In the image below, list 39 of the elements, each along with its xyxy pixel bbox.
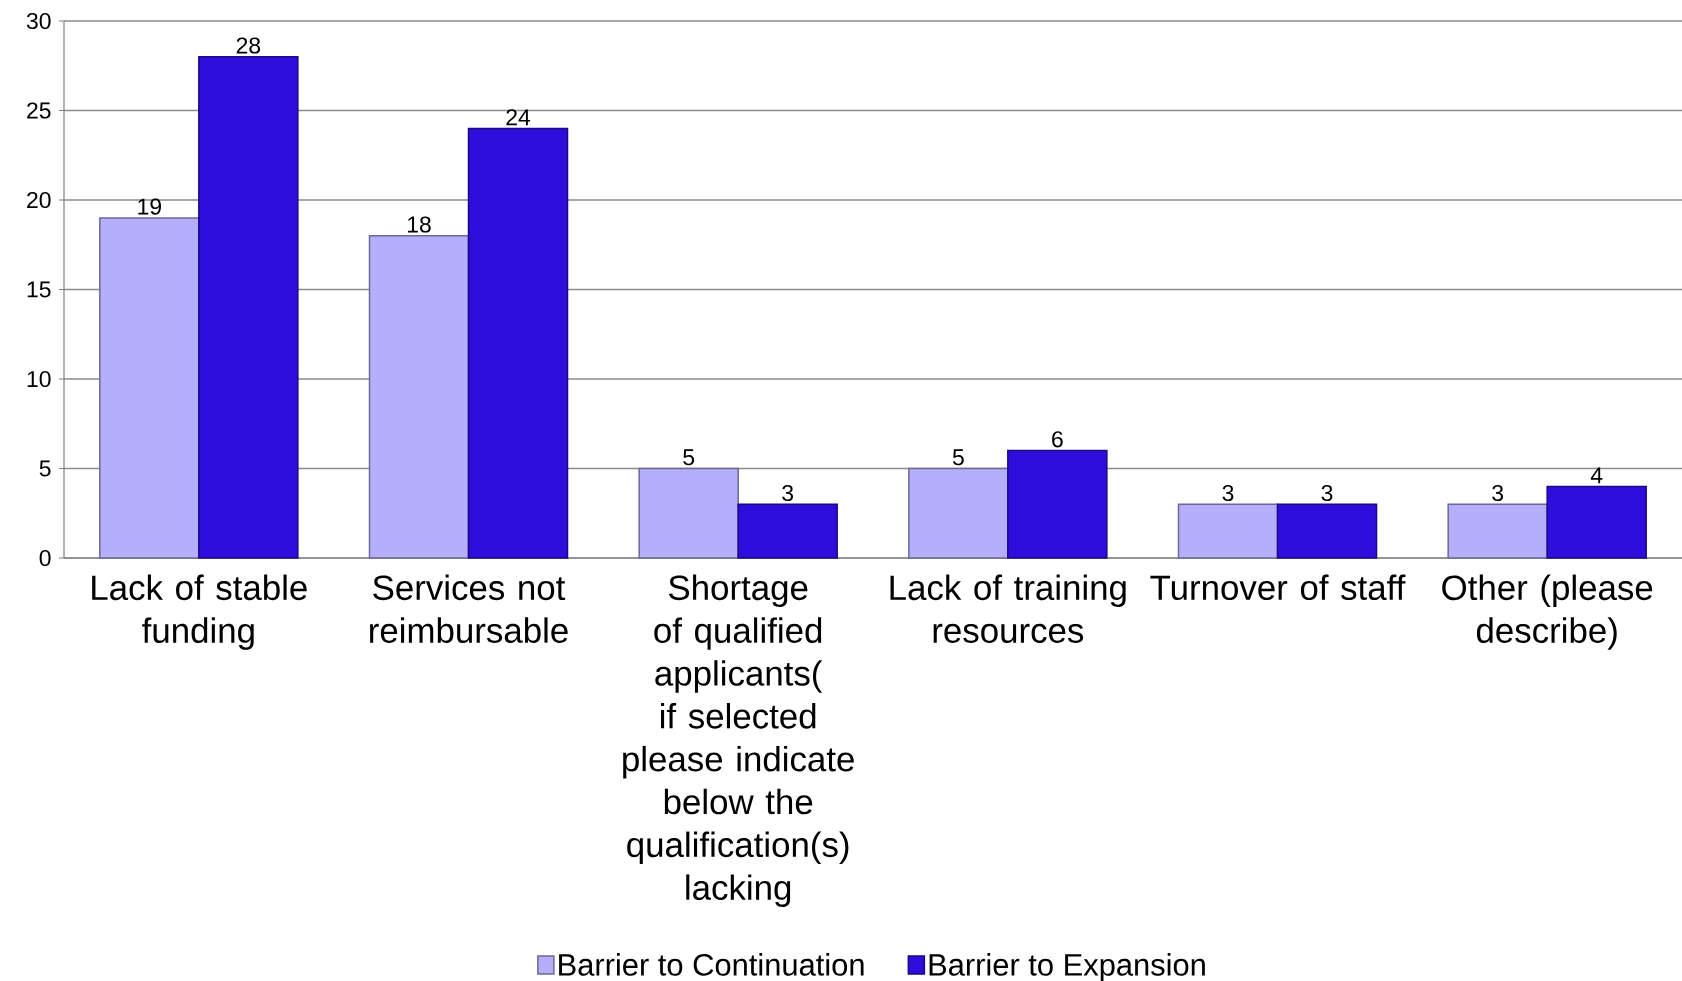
y-tick-label: 25	[27, 102, 51, 119]
bar	[1177, 503, 1279, 559]
bar	[1276, 503, 1378, 559]
y-tick-label: 10	[27, 370, 51, 388]
data-label: 18	[408, 216, 431, 233]
y-tick-label: 30	[26, 12, 51, 30]
bar	[368, 235, 470, 559]
bar	[1007, 449, 1108, 559]
bar	[908, 467, 1009, 559]
y-tick-label: 0	[39, 549, 51, 567]
bar	[198, 56, 299, 559]
x-tick-label: Services not reimbursable	[370, 574, 568, 643]
bar	[1447, 503, 1548, 559]
y-tick-label: 20	[27, 191, 51, 209]
data-label: 24	[506, 109, 531, 126]
legend-label: Barrier to Expansion	[929, 953, 1205, 981]
data-label: 3	[1321, 484, 1333, 502]
data-label: 3	[1492, 484, 1504, 502]
data-label: 4	[1590, 467, 1603, 484]
data-label: 3	[782, 484, 794, 502]
x-tick-label: Turnover of staff	[1150, 574, 1406, 601]
x-tick-label: Shortage of qualified applicants( if selected please indicate below the qualification(s) lacking	[623, 574, 854, 907]
data-label: 5	[683, 449, 695, 466]
data-label: 19	[138, 198, 161, 215]
x-tick-label: Lack of stable funding	[92, 574, 307, 650]
data-label: 6	[1052, 431, 1063, 448]
bar	[638, 467, 739, 559]
data-label: 3	[1222, 484, 1234, 502]
legend-label: Barrier to Continuation	[559, 953, 864, 976]
bar	[737, 503, 838, 559]
data-label: 5	[952, 449, 964, 466]
data-label: 28	[236, 37, 261, 54]
x-tick-label: Lack of training resources	[890, 574, 1126, 643]
bar	[467, 127, 569, 559]
bar	[99, 217, 200, 559]
bar	[1546, 485, 1647, 559]
y-tick-label: 5	[39, 460, 51, 477]
y-tick-label: 15	[27, 281, 51, 298]
x-tick-label: Other (please describe)	[1442, 574, 1653, 650]
